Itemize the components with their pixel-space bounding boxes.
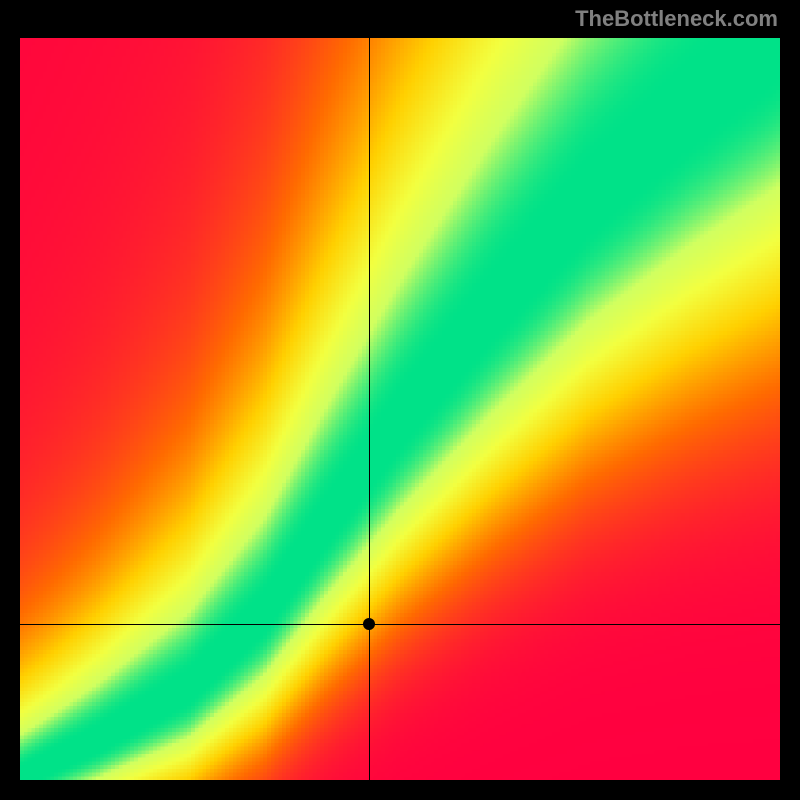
crosshair-vertical [369, 38, 370, 780]
watermark-text: TheBottleneck.com [575, 6, 778, 32]
heatmap-canvas [20, 38, 780, 780]
crosshair-horizontal [20, 624, 780, 625]
crosshair-marker [363, 618, 375, 630]
heatmap-plot [20, 38, 780, 780]
